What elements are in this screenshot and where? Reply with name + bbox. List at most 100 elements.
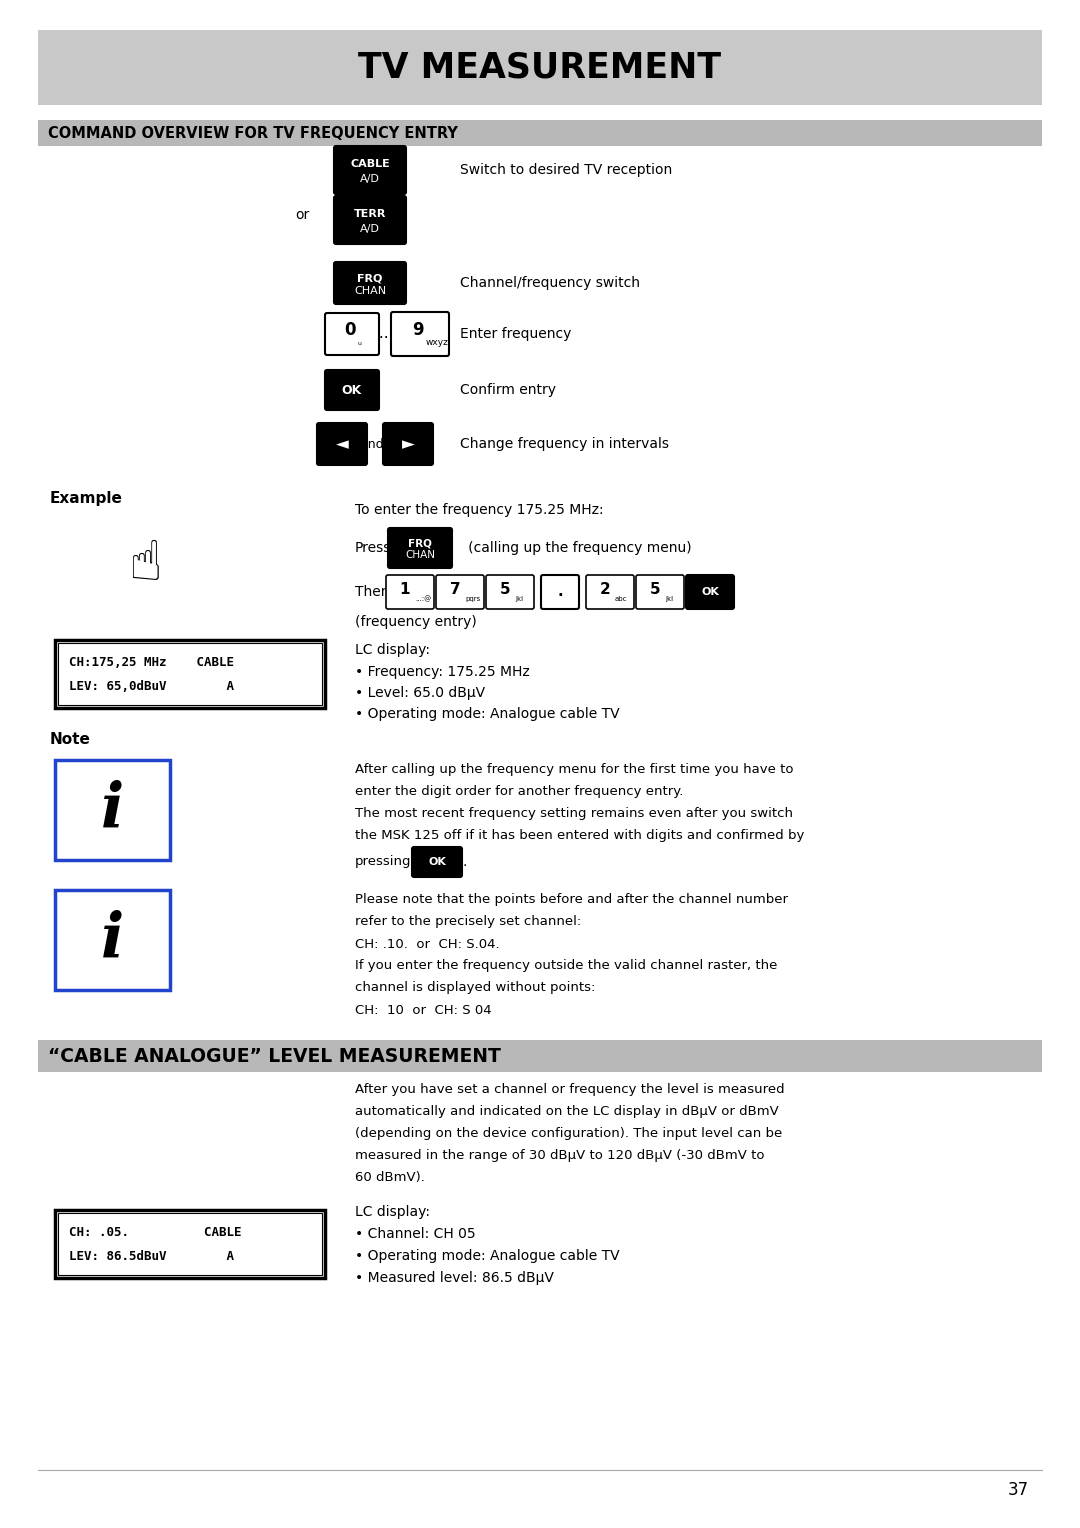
Text: CHAN: CHAN <box>354 286 386 295</box>
Text: Change frequency in intervals: Change frequency in intervals <box>460 437 669 451</box>
Text: CHAN: CHAN <box>405 550 435 561</box>
FancyBboxPatch shape <box>486 575 534 610</box>
Text: (frequency entry): (frequency entry) <box>355 614 476 630</box>
Text: If you enter the frequency outside the valid channel raster, the: If you enter the frequency outside the v… <box>355 960 778 972</box>
Bar <box>55 889 170 990</box>
Text: i: i <box>100 779 124 840</box>
Text: FRQ: FRQ <box>357 274 382 283</box>
Text: 9: 9 <box>413 321 423 339</box>
Text: 5: 5 <box>650 582 660 596</box>
Text: A/D: A/D <box>360 223 380 234</box>
Text: LC display:: LC display: <box>355 1206 430 1219</box>
Bar <box>38 121 1042 147</box>
FancyBboxPatch shape <box>325 370 379 410</box>
FancyBboxPatch shape <box>325 313 379 354</box>
Text: Channel/frequency switch: Channel/frequency switch <box>460 277 640 290</box>
Text: OK: OK <box>701 587 719 597</box>
FancyBboxPatch shape <box>334 147 406 194</box>
FancyBboxPatch shape <box>334 196 406 244</box>
Text: Confirm entry: Confirm entry <box>460 384 556 397</box>
Text: i: i <box>100 911 124 970</box>
Text: 1: 1 <box>400 582 410 596</box>
Text: 7: 7 <box>449 582 460 596</box>
Text: (calling up the frequency menu): (calling up the frequency menu) <box>455 541 691 555</box>
Bar <box>55 640 325 707</box>
Text: CH: .05.          CABLE: CH: .05. CABLE <box>69 1225 242 1239</box>
Text: ...:@: ...:@ <box>415 596 431 602</box>
FancyBboxPatch shape <box>541 575 579 610</box>
Text: LC display:: LC display: <box>355 643 430 657</box>
Text: 2: 2 <box>599 582 610 596</box>
Text: A/D: A/D <box>360 174 380 183</box>
Text: 60 dBmV).: 60 dBmV). <box>355 1172 424 1184</box>
FancyBboxPatch shape <box>318 423 367 465</box>
FancyBboxPatch shape <box>686 575 734 610</box>
Text: 0: 0 <box>345 321 355 339</box>
Text: The most recent frequency setting remains even after you switch: The most recent frequency setting remain… <box>355 807 793 821</box>
Text: FRQ: FRQ <box>408 538 432 549</box>
Text: OK: OK <box>428 857 446 866</box>
FancyBboxPatch shape <box>386 575 434 610</box>
Text: After you have set a channel or frequency the level is measured: After you have set a channel or frequenc… <box>355 1083 785 1097</box>
Text: .: . <box>557 585 563 599</box>
Text: wxyz: wxyz <box>426 338 449 347</box>
Text: Switch to desired TV reception: Switch to desired TV reception <box>460 163 672 177</box>
Bar <box>38 1041 1042 1073</box>
Text: CH:175,25 MHz    CABLE: CH:175,25 MHz CABLE <box>69 656 234 669</box>
FancyBboxPatch shape <box>388 529 453 568</box>
Text: • Operating mode: Analogue cable TV: • Operating mode: Analogue cable TV <box>355 707 620 721</box>
FancyBboxPatch shape <box>334 261 406 304</box>
Text: refer to the precisely set channel:: refer to the precisely set channel: <box>355 915 581 929</box>
Text: LEV: 65,0dBuV        A: LEV: 65,0dBuV A <box>69 680 234 692</box>
Text: After calling up the frequency menu for the first time you have to: After calling up the frequency menu for … <box>355 764 794 776</box>
Text: COMMAND OVERVIEW FOR TV FREQUENCY ENTRY: COMMAND OVERVIEW FOR TV FREQUENCY ENTRY <box>48 125 458 141</box>
Text: pressing: pressing <box>355 856 411 868</box>
Text: channel is displayed without points:: channel is displayed without points: <box>355 981 595 995</box>
Text: pqrs: pqrs <box>465 596 481 602</box>
Text: and: and <box>361 437 383 451</box>
Text: Note: Note <box>50 732 91 747</box>
Bar <box>55 1210 325 1277</box>
Text: automatically and indicated on the LC display in dBμV or dBmV: automatically and indicated on the LC di… <box>355 1105 779 1118</box>
Text: Example: Example <box>50 490 123 506</box>
Text: ᵤ: ᵤ <box>357 338 362 347</box>
Text: jkl: jkl <box>515 596 523 602</box>
FancyBboxPatch shape <box>636 575 684 610</box>
Text: • Operating mode: Analogue cable TV: • Operating mode: Analogue cable TV <box>355 1248 620 1264</box>
FancyBboxPatch shape <box>586 575 634 610</box>
Text: jkl: jkl <box>665 596 673 602</box>
Text: abc: abc <box>615 596 627 602</box>
Text: • Frequency: 175.25 MHz: • Frequency: 175.25 MHz <box>355 665 530 678</box>
Text: Enter frequency: Enter frequency <box>460 327 571 341</box>
Text: (depending on the device configuration). The input level can be: (depending on the device configuration).… <box>355 1128 782 1140</box>
Text: ☝: ☝ <box>129 538 162 591</box>
Text: enter the digit order for another frequency entry.: enter the digit order for another freque… <box>355 785 684 799</box>
Text: • Measured level: 86.5 dBμV: • Measured level: 86.5 dBμV <box>355 1271 554 1285</box>
Text: “CABLE ANALOGUE” LEVEL MEASUREMENT: “CABLE ANALOGUE” LEVEL MEASUREMENT <box>48 1047 501 1065</box>
Text: the MSK 125 off if it has been entered with digits and confirmed by: the MSK 125 off if it has been entered w… <box>355 830 805 842</box>
Text: ◄: ◄ <box>336 435 349 452</box>
Bar <box>38 31 1042 105</box>
FancyBboxPatch shape <box>391 312 449 356</box>
Text: 5: 5 <box>500 582 511 596</box>
Text: • Level: 65.0 dBμV: • Level: 65.0 dBμV <box>355 686 485 700</box>
Text: CH: .10.  or  CH: S.04.: CH: .10. or CH: S.04. <box>355 938 500 950</box>
Text: • Channel: CH 05: • Channel: CH 05 <box>355 1227 475 1241</box>
Text: ►: ► <box>402 435 415 452</box>
Text: or: or <box>295 208 309 222</box>
Bar <box>58 1213 322 1274</box>
Bar <box>58 643 322 704</box>
Text: Then: Then <box>355 585 390 599</box>
Text: TV MEASUREMENT: TV MEASUREMENT <box>359 50 721 84</box>
Text: Press: Press <box>355 541 391 555</box>
Bar <box>55 759 170 860</box>
FancyBboxPatch shape <box>411 847 462 877</box>
Text: Please note that the points before and after the channel number: Please note that the points before and a… <box>355 894 788 906</box>
Text: LEV: 86.5dBuV        A: LEV: 86.5dBuV A <box>69 1250 234 1262</box>
Text: 37: 37 <box>1008 1481 1028 1499</box>
Text: To enter the frequency 175.25 MHz:: To enter the frequency 175.25 MHz: <box>355 503 604 516</box>
Text: measured in the range of 30 dBμV to 120 dBμV (-30 dBmV to: measured in the range of 30 dBμV to 120 … <box>355 1149 765 1163</box>
FancyBboxPatch shape <box>383 423 433 465</box>
Text: CABLE: CABLE <box>350 159 390 170</box>
Text: CH:  10  or  CH: S 04: CH: 10 or CH: S 04 <box>355 1004 491 1016</box>
